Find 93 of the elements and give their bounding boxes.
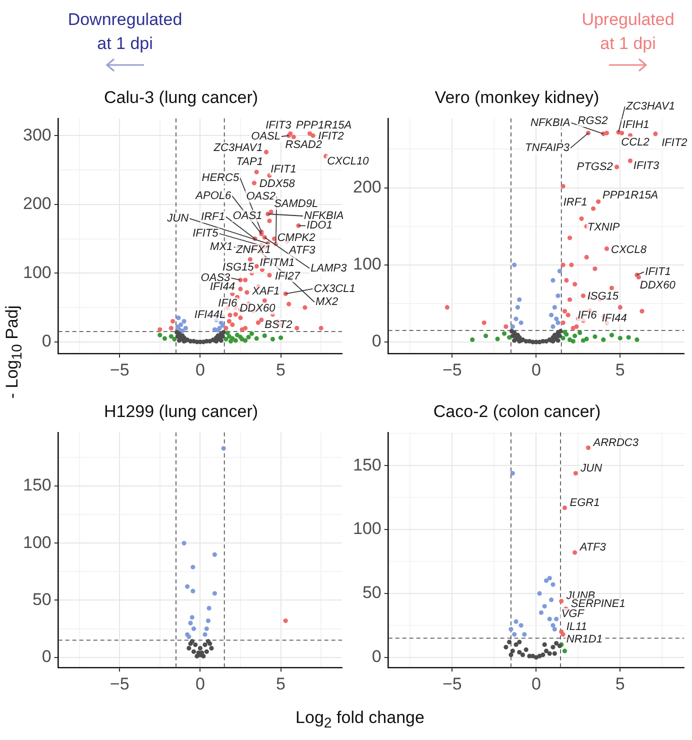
annotation: LAMP3 [310, 262, 348, 274]
annotation: CXCL10 [327, 155, 370, 168]
annotation: SAMD9L [274, 198, 318, 210]
annotation: RSAD2 [285, 139, 322, 152]
x-tick-label: −5 [442, 360, 462, 380]
annotation: ZC3HAV1 [212, 142, 263, 154]
annotation: HERC5 [202, 172, 240, 184]
annotation: NFKBIA [530, 116, 570, 129]
x-tick-label: −5 [442, 674, 462, 694]
annotation: MX1 [210, 241, 233, 254]
annotation: PPP1R15A [602, 190, 658, 202]
y-tick-label: 200 [22, 194, 52, 214]
annotation: IL11 [566, 620, 587, 633]
annotation: TNFAIP3 [525, 142, 570, 154]
annotation: EGR1 [570, 496, 600, 509]
y-tick-label: 100 [352, 254, 382, 274]
x-tick-label: 5 [615, 674, 625, 694]
annotation: BST2 [264, 318, 292, 331]
annotation: CCL2 [621, 136, 650, 148]
annotation: MX2 [315, 296, 338, 308]
y-tick-label: 50 [362, 583, 382, 602]
annotation: ATF3 [578, 542, 607, 554]
annotation: APOL6 [194, 190, 232, 202]
annotation: IFI44 [602, 312, 627, 325]
annotation: RGS2 [578, 115, 608, 128]
y-tick-label: 150 [22, 476, 52, 495]
x-tick-label: 0 [195, 674, 205, 694]
annotation: CXCL8 [610, 244, 648, 256]
annotation: IFIH1 [622, 119, 650, 132]
annotation: IFI44 [210, 281, 236, 294]
y-tick-label: 100 [352, 519, 382, 538]
annotation: IFI27 [274, 270, 301, 282]
annotation: NR1D1 [566, 634, 602, 646]
annotation: TAP1 [236, 156, 263, 168]
x-tick-label: 0 [531, 674, 541, 694]
annotation: OAS2 [246, 190, 276, 203]
chart-title: Calu-3 (lung cancer) [104, 88, 258, 107]
annotation: ISG15 [587, 290, 620, 302]
annotation: DDX60 [240, 302, 276, 315]
annotation: VGF [561, 608, 586, 620]
y-tick-label: 200 [352, 177, 382, 196]
annotation: IFIT2 [662, 136, 688, 149]
chart-title: Vero (monkey kidney) [434, 88, 600, 107]
text: Upregulated at 1 dpi [580, 9, 676, 55]
annotation: DDX58 [259, 178, 296, 190]
annotation: CX3CL1 [314, 282, 356, 295]
y-tick-label: 300 [22, 125, 52, 144]
annotation: IFIT3 [266, 120, 292, 132]
annotation: PPP1R15A [296, 120, 352, 132]
chart-title: H1299 (lung cancer) [104, 402, 258, 421]
y-tick-label: 0 [372, 647, 382, 666]
x-tick-label: 0 [195, 360, 205, 380]
y-tick-label: 0 [372, 332, 382, 351]
annotation: IFI6 [218, 298, 238, 310]
annotation: JUN [580, 462, 602, 474]
annotation: IRF1 [563, 196, 588, 209]
x-tick-label: −5 [110, 360, 130, 380]
y-tick-label: 0 [42, 647, 52, 666]
annotation: IFI44L [194, 309, 226, 322]
y-tick-label: 150 [352, 455, 382, 474]
annotation: IFIT3 [633, 160, 660, 172]
x-tick-label: 5 [276, 360, 286, 380]
annotation: IFIT1 [645, 266, 671, 278]
annotation: ISG15 [222, 261, 255, 274]
annotation: TXNIP [587, 221, 620, 234]
annotation: ARRDC3 [592, 436, 640, 449]
annotation: IFIT5 [192, 228, 220, 240]
annotation: IFITM1 [260, 256, 295, 269]
annotation: ATF3 [288, 244, 316, 257]
annotation: IDO1 [306, 220, 332, 232]
x-tick-label: 5 [276, 674, 286, 694]
annotation: IFIT1 [270, 164, 296, 176]
annotation: IRF1 [201, 210, 225, 223]
x-axis-title: Log$_{2}$ fold change [296, 708, 424, 732]
annotation: ZNFX1 [235, 244, 271, 256]
x-tick-label: 5 [615, 360, 625, 380]
y-tick-label: 100 [22, 532, 52, 552]
annotation: IFI6 [578, 310, 598, 322]
chart-title: Caco-2 (colon cancer) [433, 402, 601, 421]
annotation: CMPK2 [277, 232, 316, 244]
annotation: PTGS2 [576, 161, 613, 174]
x-tick-label: −5 [110, 674, 130, 694]
annotation: JUN [166, 212, 189, 225]
text: Downregulated at 1 dpi [66, 9, 184, 55]
annotation: ZC3HAV1 [625, 100, 675, 112]
annotation: OASL [251, 130, 280, 143]
y-tick-label: 50 [32, 590, 52, 609]
annotation: DDX60 [640, 279, 676, 292]
x-tick-label: 0 [531, 360, 541, 380]
y-tick-label: 0 [42, 332, 52, 351]
annotation: XAF1 [251, 285, 280, 298]
y-tick-label: 100 [22, 262, 52, 282]
annotation: OAS1 [232, 210, 262, 222]
